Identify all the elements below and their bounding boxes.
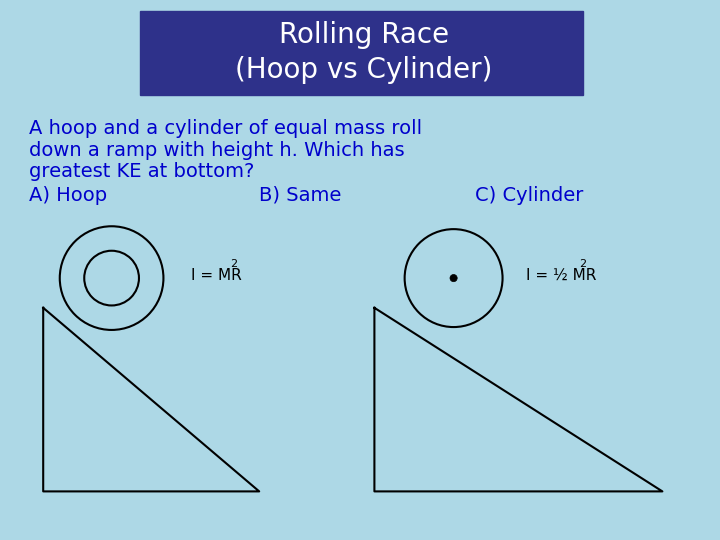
Ellipse shape <box>450 274 457 282</box>
Text: 2: 2 <box>230 259 238 268</box>
Text: Rolling Race
(Hoop vs Cylinder): Rolling Race (Hoop vs Cylinder) <box>235 21 492 84</box>
Text: I = MR: I = MR <box>191 268 241 283</box>
Text: 2: 2 <box>580 259 587 268</box>
Text: A hoop and a cylinder of equal mass roll: A hoop and a cylinder of equal mass roll <box>29 119 422 138</box>
Text: A) Hoop: A) Hoop <box>29 186 107 205</box>
Text: I = ½ MR: I = ½ MR <box>526 268 596 283</box>
Text: down a ramp with height h. Which has: down a ramp with height h. Which has <box>29 140 405 160</box>
Text: C) Cylinder: C) Cylinder <box>475 186 584 205</box>
Text: greatest KE at bottom?: greatest KE at bottom? <box>29 162 254 181</box>
Text: B) Same: B) Same <box>259 186 341 205</box>
FancyBboxPatch shape <box>140 11 583 94</box>
